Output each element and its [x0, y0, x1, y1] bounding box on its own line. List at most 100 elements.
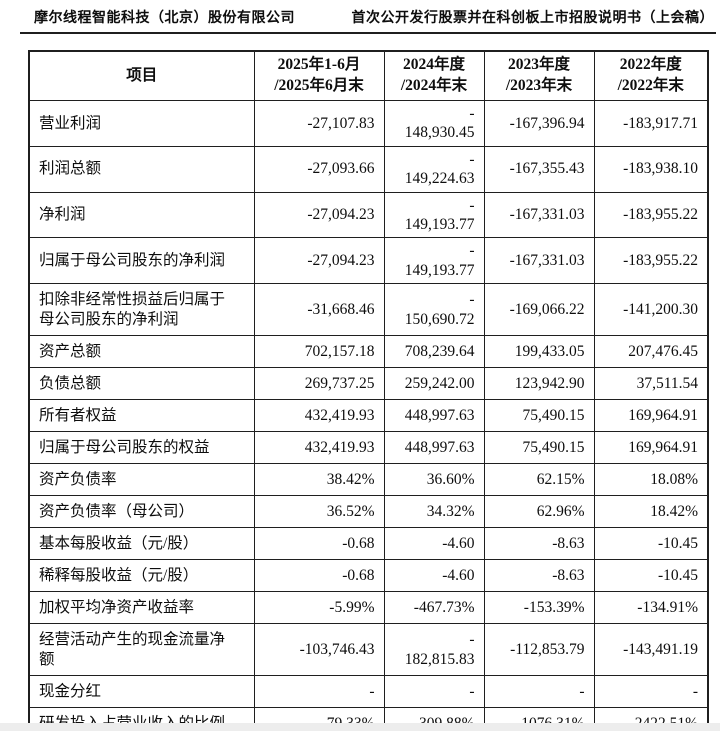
- value-cell: 18.42%: [593, 495, 709, 528]
- table-row: 利润总额 -27,093.66 - 149,224.63 -167,355.43…: [28, 145, 709, 193]
- value-cell: - 182,815.83: [383, 623, 485, 676]
- row-label: 资产总额: [28, 335, 255, 368]
- column-header-2025: 2025年1-6月 /2025年6月末: [253, 50, 385, 101]
- row-label: 资产负债率: [28, 463, 255, 496]
- value-cell: - 150,690.72: [383, 283, 485, 336]
- table-body: 营业利润 -27,107.83 - 148,930.45 -167,396.94…: [28, 100, 709, 731]
- value-cell: -10.45: [593, 527, 709, 560]
- table-row: 扣除非经常性损益后归属于 母公司股东的净利润 -31,668.46 - 150,…: [28, 283, 709, 336]
- value-cell: 18.08%: [593, 463, 709, 496]
- value-cell: -0.68: [253, 559, 385, 592]
- value-cell: -467.73%: [383, 591, 485, 624]
- value-cell: -4.60: [383, 559, 485, 592]
- column-header-item: 项目: [28, 50, 255, 101]
- page-header: 摩尔线程智能科技（北京）股份有限公司 首次公开发行股票并在科创板上市招股说明书（…: [20, 0, 716, 34]
- value-cell: -153.39%: [483, 591, 595, 624]
- row-label: 扣除非经常性损益后归属于 母公司股东的净利润: [28, 283, 255, 336]
- table-row: 基本每股收益（元/股） -0.68 -4.60 -8.63 -10.45: [28, 527, 709, 560]
- document-title: 首次公开发行股票并在科创板上市招股说明书（上会稿）: [351, 11, 714, 26]
- row-label: 加权平均净资产收益率: [28, 591, 255, 624]
- table-row: 现金分红 - - - -: [28, 675, 709, 708]
- value-cell: -5.99%: [253, 591, 385, 624]
- value-cell: -183,917.71: [593, 100, 709, 147]
- value-cell: -: [593, 675, 709, 708]
- value-cell: -167,331.03: [483, 191, 595, 239]
- value-cell: 702,157.18: [253, 335, 385, 368]
- value-cell: -: [483, 675, 595, 708]
- financial-summary-table: 项目 2025年1-6月 /2025年6月末 2024年度 /2024年末 20…: [28, 50, 709, 731]
- value-cell: 448,997.63: [383, 399, 485, 432]
- value-cell: 199,433.05: [483, 335, 595, 368]
- row-label: 归属于母公司股东的权益: [28, 431, 255, 464]
- value-cell: -143,491.19: [593, 623, 709, 676]
- column-header-2022: 2022年度 /2022年末: [593, 50, 709, 101]
- row-label: 营业利润: [28, 100, 255, 147]
- value-cell: 62.15%: [483, 463, 595, 496]
- value-cell: -: [383, 675, 485, 708]
- value-cell: -183,938.10: [593, 145, 709, 193]
- value-cell: -141,200.30: [593, 283, 709, 336]
- value-cell: -0.68: [253, 527, 385, 560]
- table-row: 资产负债率（母公司） 36.52% 34.32% 62.96% 18.42%: [28, 495, 709, 528]
- row-label: 利润总额: [28, 145, 255, 193]
- company-name: 摩尔线程智能科技（北京）股份有限公司: [34, 11, 295, 26]
- table-row: 负债总额 269,737.25 259,242.00 123,942.90 37…: [28, 367, 709, 400]
- value-cell: -112,853.79: [483, 623, 595, 676]
- value-cell: 34.32%: [383, 495, 485, 528]
- value-cell: -167,355.43: [483, 145, 595, 193]
- value-cell: -103,746.43: [253, 623, 385, 676]
- value-cell: -169,066.22: [483, 283, 595, 336]
- value-cell: 432,419.93: [253, 399, 385, 432]
- value-cell: -167,396.94: [483, 100, 595, 147]
- column-header-2024: 2024年度 /2024年末: [383, 50, 485, 101]
- page-bottom-edge: [0, 723, 720, 731]
- value-cell: -4.60: [383, 527, 485, 560]
- row-label: 负债总额: [28, 367, 255, 400]
- row-label: 所有者权益: [28, 399, 255, 432]
- table-row: 净利润 -27,094.23 - 149,193.77 -167,331.03 …: [28, 191, 709, 239]
- value-cell: -: [253, 675, 385, 708]
- value-cell: -27,094.23: [253, 237, 385, 284]
- table-row: 归属于母公司股东的净利润 -27,094.23 - 149,193.77 -16…: [28, 237, 709, 284]
- value-cell: 448,997.63: [383, 431, 485, 464]
- value-cell: - 149,193.77: [383, 191, 485, 239]
- value-cell: - 149,224.63: [383, 145, 485, 193]
- row-label: 归属于母公司股东的净利润: [28, 237, 255, 284]
- value-cell: 269,737.25: [253, 367, 385, 400]
- value-cell: 36.60%: [383, 463, 485, 496]
- table-row: 所有者权益 432,419.93 448,997.63 75,490.15 16…: [28, 399, 709, 432]
- value-cell: -27,107.83: [253, 100, 385, 147]
- value-cell: 62.96%: [483, 495, 595, 528]
- value-cell: -183,955.22: [593, 191, 709, 239]
- table-header: 项目 2025年1-6月 /2025年6月末 2024年度 /2024年末 20…: [28, 50, 709, 101]
- table-row: 营业利润 -27,107.83 - 148,930.45 -167,396.94…: [28, 100, 709, 147]
- value-cell: 37,511.54: [593, 367, 709, 400]
- header-row: 项目 2025年1-6月 /2025年6月末 2024年度 /2024年末 20…: [28, 50, 709, 101]
- value-cell: 708,239.64: [383, 335, 485, 368]
- table-row: 资产总额 702,157.18 708,239.64 199,433.05 20…: [28, 335, 709, 368]
- value-cell: -167,331.03: [483, 237, 595, 284]
- row-label: 净利润: [28, 191, 255, 239]
- value-cell: -183,955.22: [593, 237, 709, 284]
- row-label: 基本每股收益（元/股）: [28, 527, 255, 560]
- value-cell: 75,490.15: [483, 431, 595, 464]
- table-row: 经营活动产生的现金流量净 额 -103,746.43 - 182,815.83 …: [28, 623, 709, 676]
- table-row: 归属于母公司股东的权益 432,419.93 448,997.63 75,490…: [28, 431, 709, 464]
- row-label: 资产负债率（母公司）: [28, 495, 255, 528]
- value-cell: -10.45: [593, 559, 709, 592]
- value-cell: 169,964.91: [593, 431, 709, 464]
- column-header-2023: 2023年度 /2023年末: [483, 50, 595, 101]
- value-cell: 36.52%: [253, 495, 385, 528]
- value-cell: -27,093.66: [253, 145, 385, 193]
- value-cell: -8.63: [483, 559, 595, 592]
- value-cell: -8.63: [483, 527, 595, 560]
- value-cell: 207,476.45: [593, 335, 709, 368]
- value-cell: -27,094.23: [253, 191, 385, 239]
- table-row: 稀释每股收益（元/股） -0.68 -4.60 -8.63 -10.45: [28, 559, 709, 592]
- value-cell: -134.91%: [593, 591, 709, 624]
- row-label: 经营活动产生的现金流量净 额: [28, 623, 255, 676]
- value-cell: 259,242.00: [383, 367, 485, 400]
- row-label: 现金分红: [28, 675, 255, 708]
- value-cell: 169,964.91: [593, 399, 709, 432]
